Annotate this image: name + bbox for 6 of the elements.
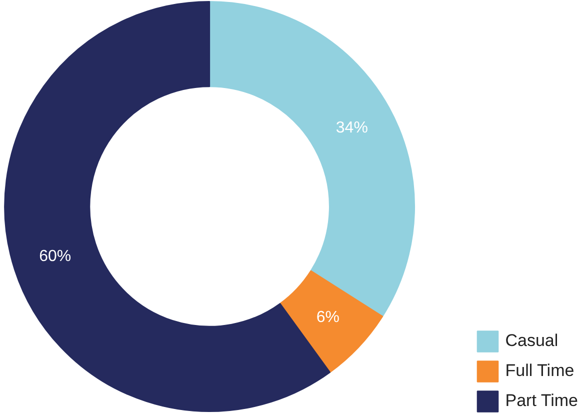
legend-label: Part Time	[505, 391, 578, 411]
data-label: 34%	[336, 120, 368, 137]
legend-label: Full Time	[505, 361, 574, 381]
legend-label: Casual	[505, 331, 558, 351]
data-label: 6%	[316, 309, 340, 326]
data-label: 60%	[39, 248, 72, 266]
